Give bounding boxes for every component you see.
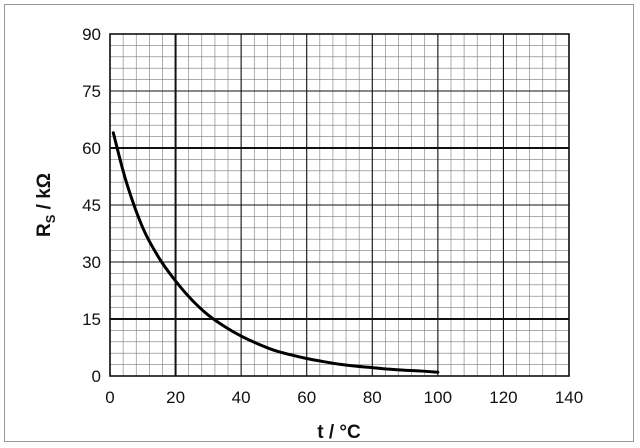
x-tick-label: 80 bbox=[363, 388, 382, 407]
x-tick-label: 20 bbox=[166, 388, 185, 407]
y-tick-label: 60 bbox=[82, 139, 101, 158]
x-tick-label: 0 bbox=[105, 388, 114, 407]
y-tick-label: 15 bbox=[82, 310, 101, 329]
chart-frame bbox=[4, 4, 634, 442]
y-axis-title-subscript: S bbox=[43, 214, 58, 223]
y-tick-label: 75 bbox=[82, 82, 101, 101]
y-tick-label: 45 bbox=[82, 196, 101, 215]
series-layer bbox=[111, 131, 440, 374]
y-axis-title-unit: / kΩ bbox=[34, 173, 55, 215]
x-axis-title: t / °C bbox=[317, 422, 361, 443]
x-tick-label: 140 bbox=[555, 388, 583, 407]
x-tick-label: 100 bbox=[424, 388, 452, 407]
x-tick-label: 120 bbox=[489, 388, 517, 407]
y-axis-title-main: R bbox=[34, 223, 55, 237]
series-line bbox=[111, 131, 440, 374]
y-axis-title: RS / kΩ bbox=[34, 173, 58, 237]
x-tick-labels: 0 20 40 60 80 100 120 140 bbox=[105, 388, 583, 407]
x-tick-label: 60 bbox=[297, 388, 316, 407]
major-grid bbox=[109, 33, 570, 377]
plot-border bbox=[109, 33, 570, 377]
x-tick-label: 40 bbox=[232, 388, 251, 407]
y-tick-label: 30 bbox=[82, 253, 101, 272]
y-tick-labels: 0 15 30 45 60 75 90 bbox=[82, 25, 101, 386]
y-tick-label: 0 bbox=[92, 367, 101, 386]
y-tick-label: 90 bbox=[82, 25, 101, 44]
